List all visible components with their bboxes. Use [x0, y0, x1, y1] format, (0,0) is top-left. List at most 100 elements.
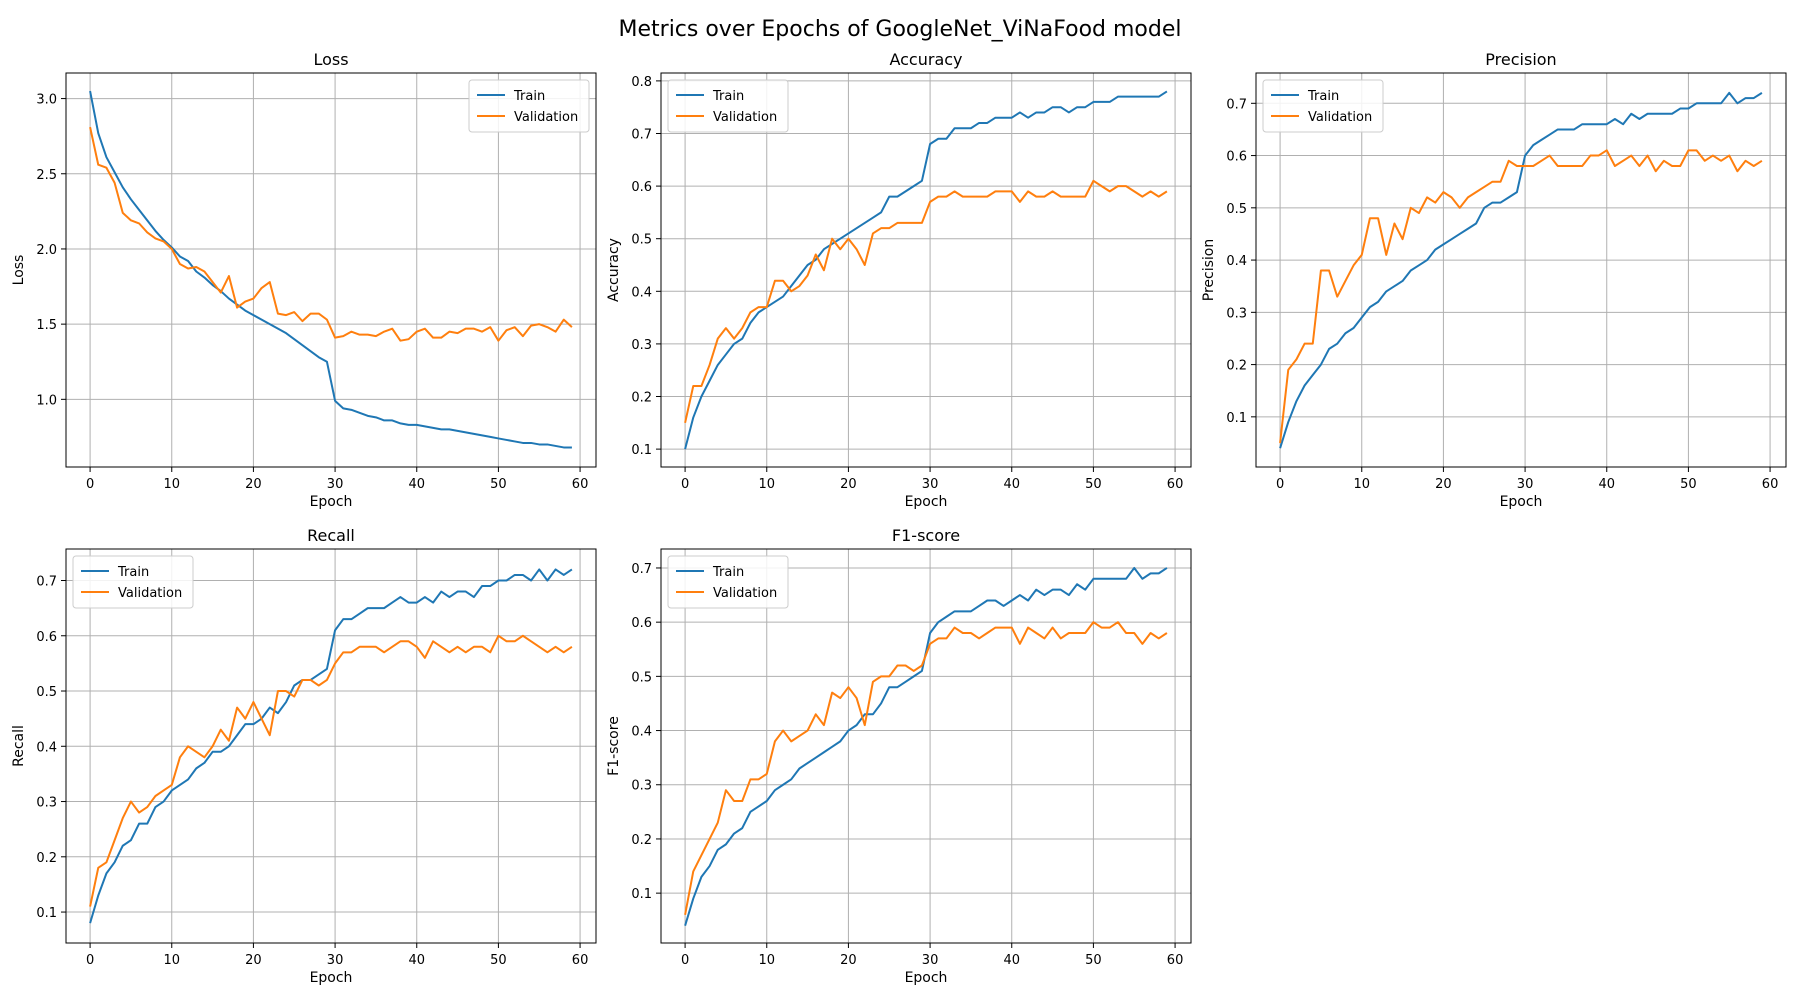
y-tick-label: 0.4 [631, 725, 652, 740]
legend-label-train: Train [513, 89, 545, 104]
y-tick-label: 0.5 [36, 685, 57, 700]
series-line-validation [1279, 149, 1763, 444]
legend: Train Validation [667, 79, 789, 133]
legend-box [72, 555, 194, 609]
x-axis-label: Epoch [905, 494, 948, 510]
series-line-train [89, 568, 573, 924]
x-tick-label: 0 [1276, 477, 1284, 492]
panel-title: Accuracy [889, 50, 962, 69]
x-tick-label: 60 [572, 953, 589, 968]
x-tick-label: 40 [1598, 477, 1615, 492]
legend-label-train: Train [1307, 89, 1339, 104]
x-tick-label: 20 [840, 953, 857, 968]
panel-title: Loss [313, 50, 348, 69]
y-tick-label: 0.2 [1226, 359, 1247, 374]
series-line-validation [684, 621, 1168, 916]
legend-box [468, 79, 590, 133]
legend-label-train: Train [712, 89, 744, 104]
legend: Train Validation [468, 79, 590, 133]
legend-label-validation: Validation [118, 586, 182, 601]
legend-label-validation: Validation [514, 110, 578, 125]
y-tick-label: 2.0 [36, 243, 57, 258]
y-axis-label: F1-score [606, 716, 622, 776]
x-tick-label: 20 [245, 953, 262, 968]
series-line-validation [89, 126, 573, 342]
panel-accuracy: 0 10 20 30 40 50 60 0.1 0.2 0.3 0.4 0.5 0.6 0.7 0.8 Acc… [606, 50, 1192, 510]
y-tick-label: 0.6 [631, 180, 652, 195]
axes-frame [1255, 72, 1787, 468]
panel-title: Precision [1485, 50, 1556, 69]
axes-frame [65, 72, 597, 468]
x-tick-label: 40 [1003, 477, 1020, 492]
legend-box [667, 79, 789, 133]
series-line-validation [89, 634, 573, 907]
x-tick-label: 50 [490, 477, 507, 492]
x-tick-label: 20 [1435, 477, 1452, 492]
y-tick-label: 0.3 [1226, 306, 1247, 321]
y-tick-label: 0.4 [36, 740, 57, 755]
y-tick-label: 0.1 [1226, 411, 1247, 426]
y-tick-label: 0.7 [36, 574, 57, 589]
x-tick-label: 20 [245, 477, 262, 492]
x-tick-label: 50 [490, 953, 507, 968]
y-tick-label: 3.0 [36, 93, 57, 108]
legend: Train Validation [72, 555, 194, 609]
y-tick-label: 0.7 [1226, 97, 1247, 112]
y-tick-label: 0.6 [631, 616, 652, 631]
y-tick-label: 1.0 [36, 393, 57, 408]
x-tick-label: 30 [327, 477, 344, 492]
series-line-train [1279, 91, 1763, 449]
x-tick-label: 60 [572, 477, 589, 492]
x-tick-label: 50 [1680, 477, 1697, 492]
y-tick-label: 0.1 [36, 906, 57, 921]
y-tick-label: 0.3 [631, 338, 652, 353]
y-tick-label: 0.1 [631, 887, 652, 902]
panel-recall: 0 10 20 30 40 50 60 0.1 0.2 0.3 0.4 0.5 0.6 0.7 Recall… [11, 526, 597, 986]
legend-label-validation: Validation [1308, 110, 1372, 125]
x-tick-label: 60 [1167, 477, 1184, 492]
y-tick-label: 0.2 [36, 851, 57, 866]
x-tick-label: 50 [1085, 953, 1102, 968]
y-tick-label: 0.6 [1226, 150, 1247, 165]
x-axis-label: Epoch [905, 970, 948, 986]
legend-box [1262, 79, 1384, 133]
axes-frame [660, 548, 1192, 944]
panel-title: F1-score [892, 526, 960, 545]
legend: Train Validation [667, 555, 789, 609]
x-tick-label: 40 [1003, 953, 1020, 968]
panel-title: Recall [307, 526, 355, 545]
x-tick-label: 30 [922, 953, 939, 968]
y-tick-label: 0.2 [631, 391, 652, 406]
x-axis-label: Epoch [310, 494, 353, 510]
y-tick-label: 0.6 [36, 630, 57, 645]
y-tick-label: 2.5 [36, 168, 57, 183]
x-tick-label: 40 [408, 477, 425, 492]
y-tick-label: 0.4 [1226, 254, 1247, 269]
y-tick-label: 0.2 [631, 833, 652, 848]
axes-frame [660, 72, 1192, 468]
legend-label-train: Train [117, 565, 149, 580]
panel-precision: 0 10 20 30 40 50 60 0.1 0.2 0.3 0.4 0.5 0.6 0.7 Precis… [1201, 50, 1787, 510]
x-tick-label: 20 [840, 477, 857, 492]
y-tick-label: 0.7 [631, 127, 652, 142]
x-tick-label: 30 [922, 477, 939, 492]
x-tick-label: 30 [327, 953, 344, 968]
figure-title: Metrics over Epochs of GoogleNet_ViNaFoo… [619, 17, 1182, 42]
x-tick-label: 60 [1167, 953, 1184, 968]
y-axis-label: Accuracy [606, 238, 622, 302]
x-tick-label: 30 [1517, 477, 1534, 492]
x-tick-label: 10 [758, 953, 775, 968]
x-axis-label: Epoch [1500, 494, 1543, 510]
y-tick-label: 0.4 [631, 285, 652, 300]
y-tick-label: 0.5 [631, 670, 652, 685]
x-axis-label: Epoch [310, 970, 353, 986]
x-tick-label: 0 [86, 953, 94, 968]
x-tick-label: 10 [758, 477, 775, 492]
legend-label-validation: Validation [713, 586, 777, 601]
y-tick-label: 0.3 [36, 796, 57, 811]
panel-loss: 0 10 20 30 40 50 60 1.0 1.5 2.0 2.5 3.0 Loss Epoch Los… [11, 50, 597, 510]
legend-box [667, 555, 789, 609]
y-tick-label: 0.3 [631, 779, 652, 794]
x-tick-label: 10 [163, 477, 180, 492]
